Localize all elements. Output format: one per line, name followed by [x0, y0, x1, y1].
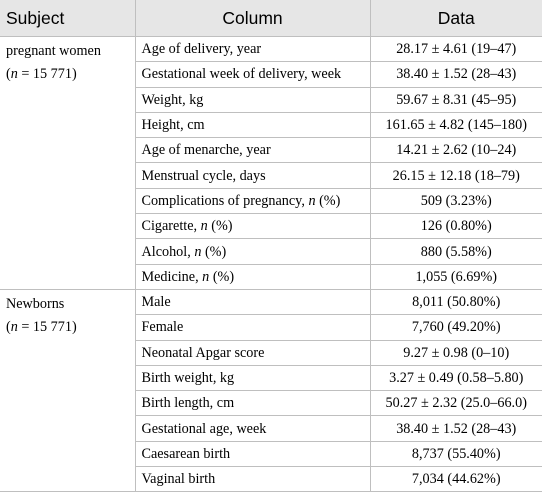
row-label-text: Medicine, — [141, 268, 203, 285]
row-value: 28.17 ± 4.61 (19–47) — [369, 35, 542, 63]
row-label-text: Caesarean birth — [141, 445, 231, 462]
subject-name: Newborns — [6, 295, 65, 312]
row-value: 38.40 ± 1.52 (28–43) — [369, 415, 542, 442]
row-value: 7,034 (44.62%) — [369, 466, 542, 492]
subject-count: (n = 15 771) — [6, 318, 77, 335]
subject-name: pregnant women — [6, 43, 101, 59]
subject-count: (n = 15 771) — [6, 66, 77, 82]
row-value: 509 (3.23%) — [369, 187, 542, 215]
row-value: 59.67 ± 8.31 (45–95) — [369, 86, 542, 113]
table-row: Gestational age, week 38.40 ± 1.52 (28–43… — [0, 415, 542, 442]
row-value: 161.65 ± 4.82 (145–180) — [369, 111, 542, 139]
subject-cell: Newborns (n = 15 771) — [0, 288, 136, 492]
row-value: 7,760 (49.20%) — [369, 314, 542, 341]
row-label: Male — [134, 288, 371, 316]
table-row: Birth weight, kg 3.27 ± 0.49 (0.58–5.80) — [0, 364, 542, 392]
row-value: 26.15 ± 12.18 (18–79) — [369, 162, 542, 189]
row-value: 880 (5.58%) — [369, 238, 542, 265]
table-row: Complications of pregnancy, n (%) 509 (3.… — [0, 187, 542, 215]
row-label: Gestational age, week — [134, 415, 371, 442]
row-value: 50.27 ± 2.32 (25.0–66.0) — [369, 390, 542, 417]
row-label-text: Gestational week of delivery, week — [141, 66, 342, 83]
header-subject: Subject — [0, 0, 136, 37]
table-row: Gestational week of delivery, week 38.40 … — [0, 61, 542, 88]
row-label-text: Cigarette, — [141, 218, 201, 235]
header-row: Subject Column Data — [0, 0, 542, 37]
row-value: 3.27 ± 0.49 (0.58–5.80) — [369, 364, 542, 392]
row-label: Caesarean birth — [134, 440, 371, 468]
row-label: Female — [134, 314, 371, 341]
row-label: Height, cm — [134, 111, 371, 139]
row-label: Cigarette, n (%) — [134, 213, 371, 240]
subject-cell: pregnant women (n = 15 771) — [0, 36, 136, 290]
row-label: Birth length, cm — [134, 390, 371, 417]
row-label: Vaginal birth — [134, 466, 371, 492]
row-label-text: Birth length, cm — [141, 395, 235, 412]
row-label: Neonatal Apgar score — [134, 339, 371, 366]
row-label-pct: (%) — [207, 218, 233, 235]
row-value: 38.40 ± 1.52 (28–43) — [369, 61, 542, 88]
table-row: pregnant women (n = 15 771) Age of deliver… — [0, 35, 542, 290]
row-label-text: Female — [141, 319, 184, 336]
row-label-text: Height, cm — [141, 117, 205, 134]
row-value: 1,055 (6.69%) — [369, 263, 542, 290]
row-label-text: Complications of pregnancy, — [141, 192, 309, 209]
row-label-pct: (%) — [315, 192, 341, 209]
table-row: Medicine, n (%) 1,055 (6.69%) — [0, 263, 542, 290]
row-label: Weight, kg — [134, 86, 371, 113]
row-label: Birth weight, kg — [134, 364, 371, 392]
row-label-text: Male — [141, 294, 171, 311]
row-label: Medicine, n (%) — [134, 263, 371, 290]
table-row: Age of menarche, year 14.21 ± 2.62 (10–24… — [0, 137, 542, 164]
row-value: 8,011 (50.80%) — [369, 288, 542, 316]
row-label-pct: (%) — [201, 243, 227, 260]
row-label-text: Age of menarche, year — [141, 142, 271, 159]
row-value: 9.27 ± 0.98 (0–10) — [369, 339, 542, 366]
row-label-text: Alcohol, — [141, 243, 195, 260]
table-body: pregnant women (n = 15 771) Age of deliver… — [0, 35, 542, 492]
row-label: Age of delivery, year — [134, 35, 371, 63]
row-label-n: n — [308, 192, 316, 209]
row-label: Alcohol, n (%) — [134, 238, 371, 265]
row-label-n: n — [200, 218, 208, 235]
subject-count-symbol: n — [10, 66, 18, 82]
table-header: Subject Column Data — [0, 0, 542, 37]
row-label-text: Birth weight, kg — [141, 370, 235, 386]
row-value: 14.21 ± 2.62 (10–24) — [369, 137, 542, 164]
row-label: Complications of pregnancy, n (%) — [134, 187, 371, 215]
table-row: Alcohol, n (%) 880 (5.58%) — [0, 238, 542, 265]
table-row: Height, cm 161.65 ± 4.82 (145–180) — [0, 111, 542, 139]
table-row: Cigarette, n (%) 126 (0.80%) — [0, 213, 542, 240]
header-data: Data — [369, 0, 542, 37]
row-label-n: n — [194, 243, 202, 260]
row-label: Age of menarche, year — [134, 137, 371, 164]
row-label: Gestational week of delivery, week — [134, 61, 371, 88]
row-value: 126 (0.80%) — [369, 213, 542, 240]
table-row: Neonatal Apgar score 9.27 ± 0.98 (0–10) — [0, 339, 542, 366]
row-label-n: n — [202, 268, 210, 285]
row-value: 8,737 (55.40%) — [369, 440, 542, 468]
header-column: Column — [134, 0, 371, 37]
row-label: Menstrual cycle, days — [134, 162, 371, 189]
subject-count-value: = 15 771) — [17, 66, 77, 82]
row-label-text: Menstrual cycle, days — [141, 167, 266, 184]
row-label-text: Weight, kg — [141, 91, 204, 108]
row-label-text: Gestational age, week — [141, 420, 267, 437]
row-label-pct: (%) — [209, 268, 235, 285]
subject-count-value: = 15 771) — [17, 318, 77, 335]
row-label-text: Vaginal birth — [141, 471, 216, 488]
table-row: Newborns (n = 15 771) Male 8,011 (50.80%) — [0, 288, 542, 492]
subject-count-symbol: n — [10, 318, 18, 335]
row-label-text: Neonatal Apgar score — [141, 344, 265, 361]
row-label-text: Age of delivery, year — [141, 41, 262, 58]
table-row: Menstrual cycle, days 26.15 ± 12.18 (18–7… — [0, 162, 542, 189]
table-row: Birth length, cm 50.27 ± 2.32 (25.0–66.0) — [0, 390, 542, 417]
